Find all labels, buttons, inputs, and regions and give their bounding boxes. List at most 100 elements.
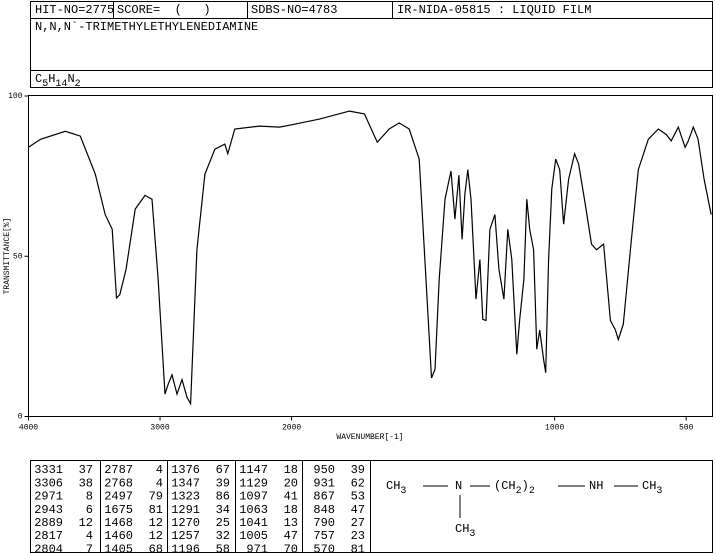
peak-transmittance: 4 [156,476,163,490]
peak-wavenumber: 1041 [239,516,268,530]
peak-wavenumber: 1063 [239,503,268,517]
peak-transmittance: 79 [149,490,163,504]
peak-transmittance: 25 [216,516,230,530]
peak-transmittance: 53 [351,490,365,504]
score: SCORE= ( ) [117,3,211,17]
peak-wavenumber: 2971 [34,490,63,504]
peak-wavenumber: 1097 [239,490,268,504]
formula-part: CH [642,479,656,493]
peak-wavenumber: 1347 [171,476,200,490]
peak-transmittance: 4 [86,529,93,543]
structure-group: N [455,479,462,493]
peak-wavenumber: 1405 [104,542,133,553]
peak-transmittance: 86 [216,490,230,504]
subscript: 2 [75,79,81,90]
peak-wavenumber: 1147 [239,463,268,477]
formula: C5H14N2 [35,72,81,89]
peak-transmittance: 38 [79,476,93,490]
x-tick-label: 500 [679,424,694,433]
peak-wavenumber: 790 [313,516,335,530]
peak-transmittance: 34 [216,503,230,517]
peak-wavenumber: 867 [313,490,335,504]
peak-transmittance: 18 [284,503,298,517]
peak-wavenumber: 3331 [34,463,63,477]
peak-wavenumber: 2768 [104,476,133,490]
peak-wavenumber: 2804 [34,542,63,553]
y-tick-label: 0 [18,413,23,422]
peak-transmittance: 58 [216,542,230,553]
x-tick-label: 4000 [19,424,38,433]
spectrum-line [28,110,712,406]
formula-part: H [48,72,55,86]
peak-wavenumber: 971 [246,542,268,553]
peak-wavenumber: 2943 [34,503,63,517]
x-tick-label: 2000 [282,424,301,433]
peak-transmittance: 81 [149,503,163,517]
subscript: 2 [516,486,522,497]
structure-group: NH [589,479,603,493]
peak-transmittance: 13 [284,516,298,530]
formula-part: N [67,72,74,86]
peak-transmittance: 4 [156,463,163,477]
peak-transmittance: 20 [284,476,298,490]
x-tick-label: 1000 [545,424,564,433]
peak-transmittance: 41 [284,490,298,504]
peak-wavenumber: 1675 [104,503,133,517]
peak-transmittance: 81 [351,542,365,553]
peak-transmittance: 47 [351,503,365,517]
peak-table: 3331 37 3306 38 2971 8 2943 6 2889 12 2817 4 2804 7 27… [34,460,365,553]
y-tick-label: 50 [13,252,23,261]
subscript: 5 [42,79,48,90]
structure-group: (CH2)2 [494,479,535,496]
peak-transmittance: 18 [284,463,298,477]
peak-transmittance: 12 [79,516,93,530]
peak-wavenumber: 570 [313,542,335,553]
x-axis-label: WAVENUMBER[-1] [336,433,403,442]
peak-wavenumber: 1323 [171,490,200,504]
plot-frame [28,95,713,417]
peak-transmittance: 12 [149,529,163,543]
formula-part: (CH [494,479,516,493]
peak-wavenumber: 1291 [171,503,200,517]
peak-wavenumber: 1257 [171,529,200,543]
peak-wavenumber: 1005 [239,529,268,543]
peak-wavenumber: 848 [313,503,335,517]
formula-part: C [35,72,42,86]
structure-group: CH3 [642,479,662,496]
compound-name: N,N,N`-TRIMETHYLETHYLENEDIAMINE [35,20,258,34]
peak-transmittance: 39 [351,463,365,477]
peak-transmittance: 62 [351,476,365,490]
formula-part: CH [455,522,469,536]
peak-wavenumber: 950 [313,463,335,477]
peak-transmittance: 32 [216,529,230,543]
peak-transmittance: 68 [149,542,163,553]
peak-transmittance: 37 [79,463,93,477]
formula-part: CH [386,479,400,493]
x-tick-label: 3000 [150,424,169,433]
peak-transmittance: 6 [86,503,93,517]
subscript: 2 [529,486,535,497]
peak-wavenumber: 2497 [104,490,133,504]
peak-transmittance: 8 [86,490,93,504]
peak-wavenumber: 1376 [171,463,200,477]
y-tick-label: 100 [8,92,23,101]
peak-wavenumber: 1196 [171,542,200,553]
subscript: 14 [55,79,67,90]
peak-transmittance: 27 [351,516,365,530]
peak-wavenumber: 1460 [104,529,133,543]
y-axis-label: TRANSMITTANCE[%] [3,218,12,295]
peak-wavenumber: 1270 [171,516,200,530]
peak-wavenumber: 3306 [34,476,63,490]
peak-wavenumber: 2889 [34,516,63,530]
structure-group: CH3 [386,479,406,496]
peak-transmittance: 39 [216,476,230,490]
formula-part: ) [522,479,529,493]
peak-wavenumber: 2787 [104,463,133,477]
peak-transmittance: 70 [284,542,298,553]
subscript: 3 [400,486,406,497]
subscript: 3 [656,486,662,497]
peak-transmittance: 12 [149,516,163,530]
peak-transmittance: 47 [284,529,298,543]
structure-group: CH3 [455,522,475,539]
